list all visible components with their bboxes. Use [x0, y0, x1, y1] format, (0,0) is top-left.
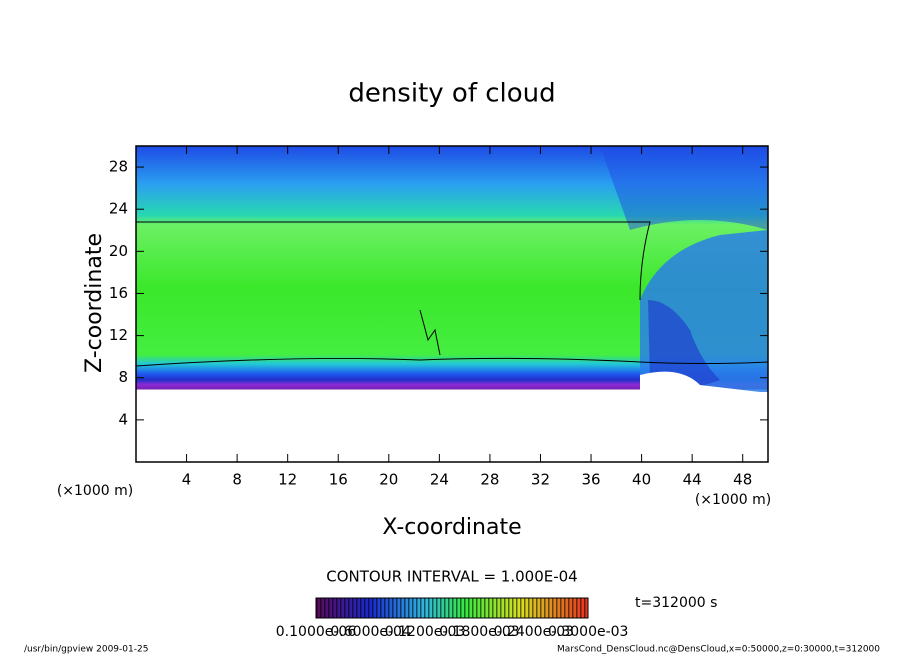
time-label: t=312000 s: [635, 595, 717, 611]
y-tick-label: 20: [109, 242, 128, 260]
y-tick-label: 12: [109, 326, 128, 344]
contour-interval: CONTOUR INTERVAL = 1.000E-04: [326, 568, 577, 586]
x-tick-label: 8: [232, 471, 242, 489]
field: [136, 146, 768, 462]
x-tick-label: 24: [430, 471, 449, 489]
colorbar-stripes: [316, 598, 588, 618]
x-unit: (×1000 m): [695, 492, 771, 508]
colorbar-label: 0.1000e-06: [276, 624, 357, 640]
colorbar-label: 0.1800e-03: [439, 624, 519, 640]
colorbar-label: 0.2400e-03: [494, 624, 574, 640]
x-tick-label: 44: [683, 471, 702, 489]
x-tick-label: 40: [632, 471, 651, 489]
x-tick-label: 12: [278, 471, 297, 489]
y-tick-label: 16: [109, 284, 128, 302]
chart-title: density of cloud: [348, 79, 555, 109]
y-tick-label: 24: [109, 200, 128, 218]
y-unit: (×1000 m): [57, 483, 133, 499]
y-tick-label: 4: [118, 410, 128, 428]
x-tick-label: 48: [733, 471, 752, 489]
footer-right: MarsCond_DensCloud.nc@DensCloud,x=0:5000…: [557, 645, 880, 654]
x-axis-label: X-coordinate: [382, 515, 521, 540]
plot-frame: [135, 145, 769, 463]
x-tick-label: 28: [480, 471, 499, 489]
colorbar-label: 0.6000e-04: [330, 624, 411, 640]
footer-left: /usr/bin/gpview 2009-01-25: [24, 645, 148, 654]
x-tick-label: 20: [379, 471, 398, 489]
colorbar-frame: [315, 597, 589, 619]
colorbar-label: 0.3000e-03: [548, 624, 628, 640]
colorbar-label: 0.1200e-03: [385, 624, 465, 640]
y-tick-label: 8: [118, 368, 128, 386]
x-tick-label: 4: [182, 471, 192, 489]
y-axis-label: Z-coordinate: [82, 233, 107, 373]
y-tick-label: 28: [109, 158, 128, 176]
x-tick-label: 16: [329, 471, 348, 489]
x-tick-label: 32: [531, 471, 550, 489]
x-tick-label: 36: [581, 471, 600, 489]
